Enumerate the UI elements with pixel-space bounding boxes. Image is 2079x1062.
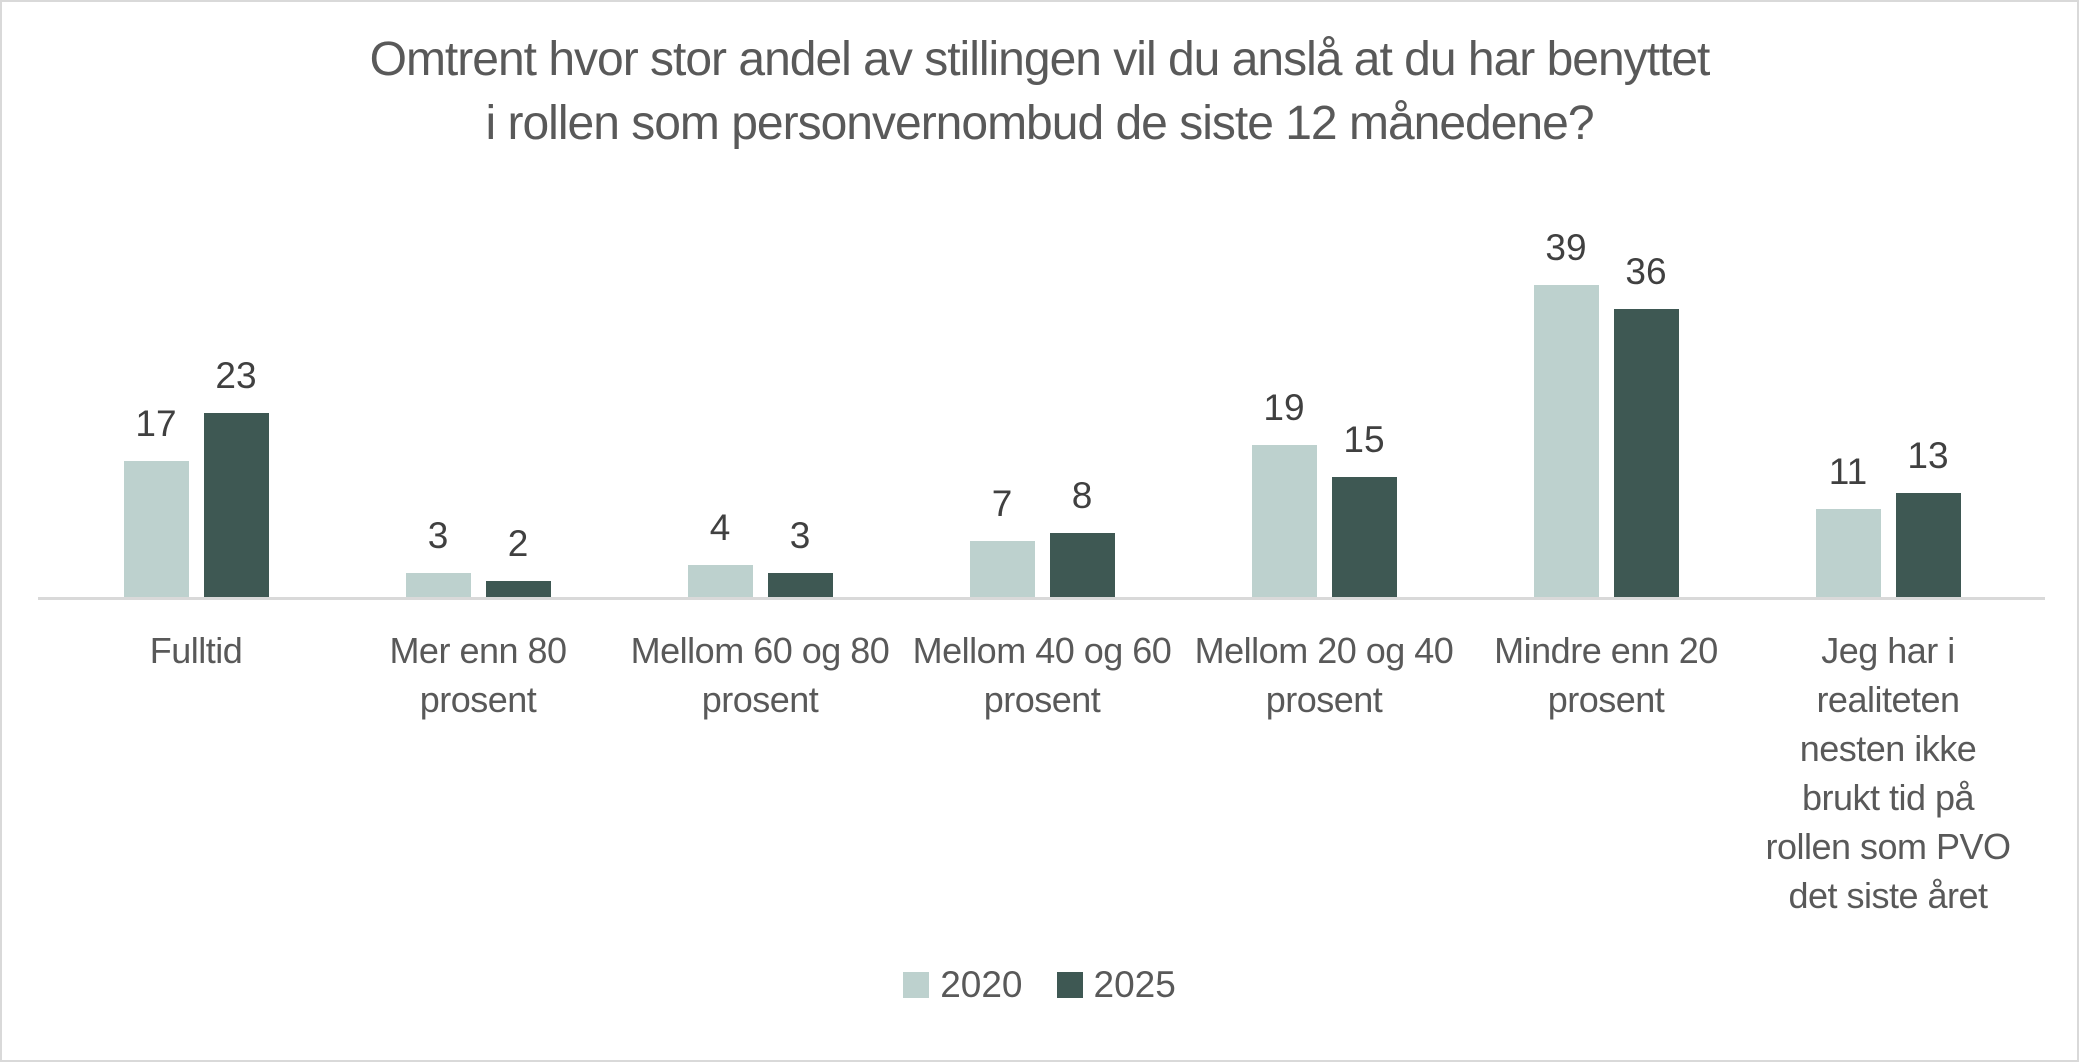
bar-2025 bbox=[485, 581, 551, 597]
bar-2020 bbox=[1533, 285, 1599, 597]
category-label: Mer enn 80 prosent bbox=[337, 626, 619, 920]
category-label-line: Mellom 20 og 40 bbox=[1194, 630, 1454, 671]
category-label-line: prosent bbox=[701, 679, 819, 720]
category-label: Jeg har i realiteten nesten ikke brukt tid … bbox=[1747, 626, 2029, 920]
bar-2020 bbox=[1815, 509, 1881, 597]
bar-column: 17 bbox=[123, 403, 189, 597]
value-label: 8 bbox=[1071, 475, 1093, 516]
bar-column: 19 bbox=[1251, 387, 1317, 597]
bar-column: 39 bbox=[1533, 227, 1599, 597]
bar-column: 4 bbox=[687, 507, 753, 597]
category-label-line: Mindre enn 20 bbox=[1494, 630, 1718, 671]
value-label: 15 bbox=[1343, 419, 1385, 460]
bar-column: 36 bbox=[1613, 251, 1679, 597]
category-label-line: Fulltid bbox=[149, 630, 243, 671]
value-label: 17 bbox=[135, 403, 177, 444]
category-label: Mellom 20 og 40 prosent bbox=[1183, 626, 1465, 920]
bar-column: 8 bbox=[1049, 475, 1115, 597]
bar-2020 bbox=[687, 565, 753, 597]
value-label: 3 bbox=[427, 515, 449, 556]
category-label: Fulltid bbox=[55, 626, 337, 920]
category-label-line: Jeg har i bbox=[1821, 630, 1955, 671]
bar-2025 bbox=[1613, 309, 1679, 597]
category-label-line: realiteten bbox=[1816, 679, 1960, 720]
category-label: Mindre enn 20 prosent bbox=[1465, 626, 1747, 920]
category-label-line: prosent bbox=[1547, 679, 1665, 720]
value-label: 13 bbox=[1907, 435, 1949, 476]
category-label-line: brukt tid på bbox=[1801, 777, 1975, 818]
bar-column: 11 bbox=[1815, 451, 1881, 597]
category-label-line: prosent bbox=[1265, 679, 1383, 720]
bar-column: 15 bbox=[1331, 419, 1397, 597]
bar-column: 13 bbox=[1895, 435, 1961, 597]
x-axis-line bbox=[38, 597, 2045, 600]
bar-2025 bbox=[1049, 533, 1115, 597]
bar-column: 23 bbox=[203, 355, 269, 597]
bar-column: 3 bbox=[405, 515, 471, 597]
value-label: 7 bbox=[991, 483, 1013, 524]
chart-title-line-1: Omtrent hvor stor andel av stillingen vi… bbox=[369, 33, 1711, 86]
bar-2025 bbox=[1895, 493, 1961, 597]
legend-entry-2025: 2025 bbox=[1056, 964, 1176, 1006]
legend-label-2020: 2020 bbox=[940, 964, 1023, 1005]
value-label: 19 bbox=[1263, 387, 1305, 428]
value-label: 39 bbox=[1545, 227, 1587, 268]
category-label-line: nesten ikke bbox=[1799, 728, 1977, 769]
bar-2020 bbox=[969, 541, 1035, 597]
bar-2020 bbox=[123, 461, 189, 597]
bar-2020 bbox=[1251, 445, 1317, 597]
value-label: 2 bbox=[507, 523, 529, 564]
value-label: 11 bbox=[1828, 451, 1868, 492]
legend-entry-2020: 2020 bbox=[903, 964, 1023, 1006]
category-label-line: Mer enn 80 bbox=[389, 630, 567, 671]
category-axis: Fulltid Mer enn 80 prosent Mellom 60 og 80 p… bbox=[55, 626, 2029, 920]
bar-group: 39 36 bbox=[1465, 227, 1747, 597]
bar-2020 bbox=[405, 573, 471, 597]
category-label-line: prosent bbox=[983, 679, 1101, 720]
legend-swatch-2025 bbox=[1056, 972, 1083, 998]
bar-group: 17 23 bbox=[55, 355, 337, 597]
category-label-line: prosent bbox=[419, 679, 537, 720]
value-label: 36 bbox=[1625, 251, 1667, 292]
legend-label-2025: 2025 bbox=[1093, 964, 1176, 1005]
category-label-line: rollen som PVO bbox=[1765, 826, 2011, 867]
category-label-line: det siste året bbox=[1788, 875, 1988, 916]
bar-2025 bbox=[1331, 477, 1397, 597]
bar-column: 7 bbox=[969, 483, 1035, 597]
bar-group: 19 15 bbox=[1183, 387, 1465, 597]
bar-column: 2 bbox=[485, 523, 551, 597]
chart-title: Omtrent hvor stor andel av stillingen vi… bbox=[2, 28, 2077, 156]
category-label: Mellom 40 og 60 prosent bbox=[901, 626, 1183, 920]
category-label: Mellom 60 og 80 prosent bbox=[619, 626, 901, 920]
bar-group: 11 13 bbox=[1747, 435, 2029, 597]
bar-column: 3 bbox=[767, 515, 833, 597]
value-label: 23 bbox=[215, 355, 257, 396]
value-label: 3 bbox=[789, 515, 811, 556]
chart-title-line-2: i rollen som personvernombud de siste 12… bbox=[485, 97, 1594, 150]
bar-2025 bbox=[203, 413, 269, 597]
plot-area: 17 23 3 2 4 3 7 8 19 15 39 36 11 13 bbox=[55, 2, 2029, 597]
value-label: 4 bbox=[709, 507, 731, 548]
bar-2025 bbox=[767, 573, 833, 597]
category-label-line: Mellom 60 og 80 bbox=[630, 630, 890, 671]
legend: 2020 2025 bbox=[2, 964, 2077, 1006]
category-label-line: Mellom 40 og 60 bbox=[912, 630, 1172, 671]
legend-swatch-2020 bbox=[903, 972, 930, 998]
